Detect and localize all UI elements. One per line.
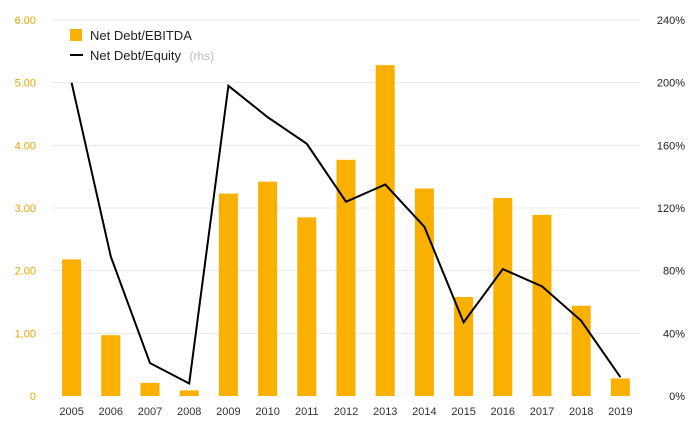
bar: [179, 390, 199, 396]
bar: [258, 181, 278, 396]
x-tick-label: 2016: [491, 406, 515, 418]
bar: [101, 335, 121, 396]
left-axis-ticks: 0 1.00 2.00 3.00 4.00 5.00 6.00: [15, 15, 36, 403]
x-tick-label: 2018: [569, 406, 593, 418]
x-tick-label: 2019: [608, 406, 632, 418]
legend-label-line-name: Net Debt/Equity: [90, 48, 182, 63]
line-series-net-debt-equity: [70, 82, 622, 386]
bar: [140, 382, 160, 396]
bar: [297, 217, 317, 396]
bar: [493, 197, 513, 396]
right-axis-ticks: 0% 40% 80% 120% 160% 200% 240%: [657, 15, 685, 403]
line-path: [70, 82, 622, 386]
legend-label-line: Net Debt/Equity (rhs): [90, 47, 214, 64]
bar: [375, 65, 395, 397]
bar: [454, 296, 474, 396]
left-tick-label: 4.00: [15, 140, 36, 152]
legend: Net Debt/EBITDA Net Debt/Equity (rhs): [70, 28, 214, 64]
left-tick-label: 5.00: [15, 78, 36, 90]
right-tick-label: 160%: [657, 140, 685, 152]
legend-label-line-suffix: (rhs): [190, 49, 215, 63]
bar: [571, 305, 591, 396]
left-tick-label: 1.00: [15, 328, 36, 340]
bar: [218, 193, 238, 396]
right-tick-label: 40%: [663, 328, 685, 340]
x-tick-label: 2017: [530, 406, 554, 418]
bar: [532, 214, 552, 396]
x-tick-label: 2015: [451, 406, 475, 418]
right-tick-label: 80%: [663, 266, 685, 278]
left-tick-label: 3.00: [15, 203, 36, 215]
left-tick-label: 0: [30, 391, 36, 403]
x-tick-label: 2009: [216, 406, 240, 418]
bar: [610, 378, 630, 396]
x-axis-ticks: 2005 2006 2007 2008 2009 2010 2011 2012 2013 2014…: [59, 406, 632, 418]
x-tick-label: 2012: [334, 406, 358, 418]
x-tick-label: 2005: [59, 406, 83, 418]
x-tick-label: 2013: [373, 406, 397, 418]
left-tick-label: 2.00: [15, 266, 36, 278]
right-tick-label: 0%: [669, 391, 685, 403]
x-tick-label: 2006: [99, 406, 123, 418]
x-tick-label: 2011: [295, 406, 319, 418]
x-tick-label: 2008: [177, 406, 201, 418]
right-tick-label: 120%: [657, 203, 685, 215]
left-tick-label: 6.00: [15, 15, 36, 27]
right-tick-label: 240%: [657, 15, 685, 27]
x-tick-label: 2010: [255, 406, 279, 418]
bar: [62, 259, 82, 396]
x-tick-label: 2014: [412, 406, 436, 418]
bar: [336, 159, 356, 396]
bar-series-net-debt-ebitda: [62, 65, 630, 397]
right-tick-label: 200%: [657, 78, 685, 90]
x-tick-label: 2007: [138, 406, 162, 418]
legend-label-bar: Net Debt/EBITDA: [90, 28, 192, 43]
legend-swatch-bar: [70, 29, 82, 41]
